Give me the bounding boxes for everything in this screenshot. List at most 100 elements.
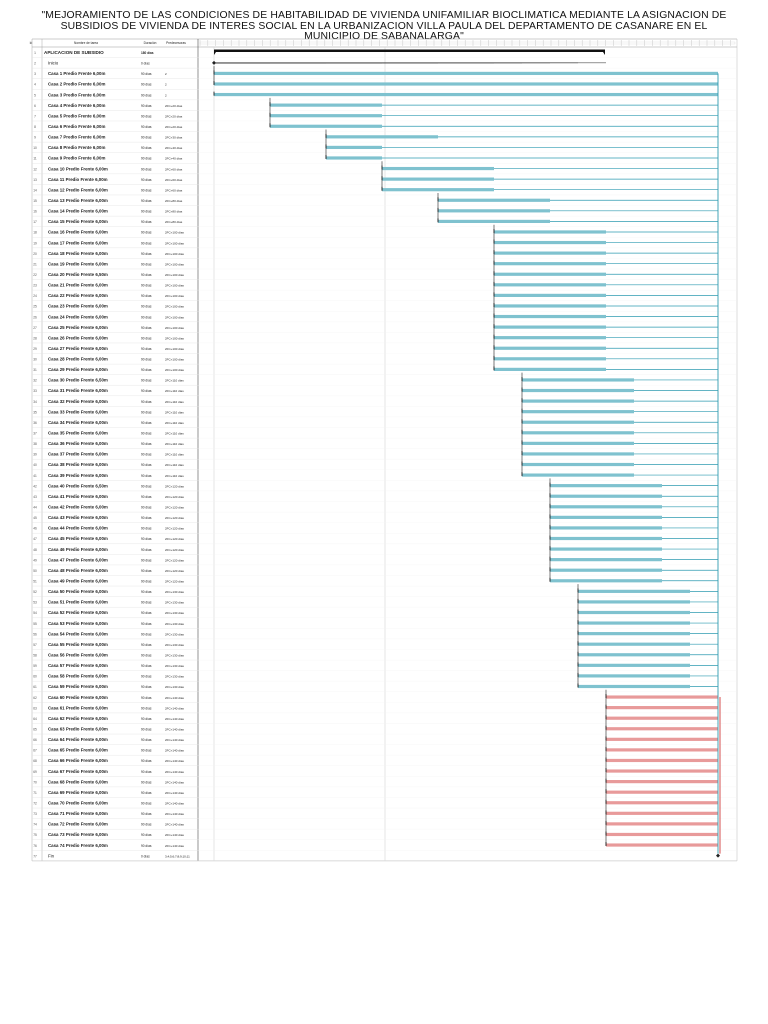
task-predecessors: 2FC+100 días	[165, 262, 184, 266]
task-bar	[214, 92, 718, 97]
task-duration: 90 días	[141, 347, 152, 351]
task-predecessors: 2FC+30 días	[165, 136, 183, 140]
task-name: Casa 48 Predio Frente 6,00m	[48, 568, 108, 573]
task-name: Casa 68 Predio Frente 6,00m	[48, 779, 108, 784]
row-id: 48	[33, 548, 37, 552]
task-predecessors: 2FC+130 días	[165, 685, 184, 689]
task-duration: 90 días	[141, 495, 152, 499]
task-bar	[522, 399, 634, 403]
task-duration: 90 días	[141, 801, 152, 805]
row-id: 65	[33, 727, 37, 731]
column-header-predecessors: Predecesoras	[166, 41, 186, 45]
task-duration: 90 días	[141, 611, 152, 615]
row-id: 39	[33, 453, 37, 457]
task-name: Casa 16 Predio Frente 6,00m	[48, 230, 108, 235]
task-bar	[270, 114, 382, 118]
task-name: Casa 64 Predio Frente 6,00m	[48, 737, 108, 742]
task-duration: 90 días	[141, 442, 152, 446]
task-duration: 90 días	[141, 104, 152, 108]
task-duration: 90 días	[141, 368, 152, 372]
task-bar	[494, 367, 606, 371]
task-name: Casa 20 Predio Frente 6,50m	[48, 272, 108, 277]
task-predecessors: 2FC+110 días	[165, 421, 184, 425]
task-duration: 90 días	[141, 664, 152, 668]
task-bar	[606, 801, 718, 805]
task-bar	[494, 262, 606, 266]
task-duration: 90 días	[141, 506, 152, 510]
row-id: 62	[33, 696, 37, 700]
task-name: Casa 11 Predio Frente 6,00m	[48, 177, 108, 182]
task-bar	[522, 420, 634, 424]
task-bar	[606, 790, 718, 794]
task-duration: 90 días	[141, 199, 152, 203]
task-bar	[550, 558, 662, 562]
task-duration: 90 días	[141, 823, 152, 827]
task-duration: 90 días	[141, 157, 152, 161]
task-bar	[522, 410, 634, 414]
task-bar	[550, 526, 662, 530]
task-name: Casa 71 Predio Frente 6,00m	[48, 811, 108, 816]
task-name: Casa 24 Predio Frente 6,00m	[48, 314, 108, 319]
task-name: Casa 49 Predio Frente 6,00m	[48, 579, 108, 584]
task-bar	[550, 505, 662, 509]
task-bar	[494, 346, 606, 350]
task-predecessors: 2FC+80 días	[165, 220, 183, 224]
task-predecessors: 2FC+20 días	[165, 104, 183, 108]
row-id: 4	[34, 83, 36, 87]
task-bar	[578, 621, 690, 625]
row-id: 3	[34, 72, 36, 76]
task-predecessors: 2FC+140 días	[165, 833, 184, 837]
task-name: Casa 31 Predio Frente 6,00m	[48, 388, 108, 393]
task-duration: 90 días	[141, 569, 152, 573]
task-duration: 90 días	[141, 284, 152, 288]
task-duration: 90 días	[141, 548, 152, 552]
task-predecessors: 2FC+120 días	[165, 569, 184, 573]
task-bar	[606, 758, 718, 763]
task-predecessors: 2FC+120 días	[165, 558, 184, 562]
task-duration: 90 días	[141, 178, 152, 182]
task-predecessors: 2FC+110 días	[165, 379, 184, 383]
task-duration: 90 días	[141, 812, 152, 816]
task-name: Casa 25 Predio Frente 6,00m	[48, 325, 108, 330]
task-name: Casa 18 Predio Frente 6,00m	[48, 251, 108, 256]
task-duration: 90 días	[141, 632, 152, 636]
row-id: 8	[34, 125, 36, 129]
task-predecessors: 2FC+140 días	[165, 844, 184, 848]
task-name: Casa 15 Predio Frente 6,00m	[48, 219, 108, 224]
row-id: 13	[33, 178, 37, 182]
task-bar	[606, 706, 718, 710]
row-id: 71	[33, 791, 37, 795]
row-id: 16	[33, 210, 37, 214]
row-id: 38	[33, 442, 37, 446]
task-predecessors: 2FC+130 días	[165, 590, 184, 594]
row-id: 23	[33, 284, 37, 288]
row-id: 47	[33, 537, 37, 541]
task-duration: 90 días	[141, 136, 152, 140]
task-predecessors: 2FC+140 días	[165, 823, 184, 827]
task-predecessors: 2FC+140 días	[165, 791, 184, 795]
task-bar	[606, 822, 718, 826]
title-line-3: MUNICIPIO DE SABANALARGA"	[304, 31, 464, 42]
task-name: Casa 40 Predio Frente 6,50m	[48, 483, 108, 488]
task-predecessors: 2FC+130 días	[165, 611, 184, 615]
task-predecessors: 2FC+40 días	[165, 157, 183, 161]
task-duration: 90 días	[141, 231, 152, 235]
task-bar	[494, 283, 606, 287]
task-duration: 90 días	[141, 780, 152, 784]
task-duration: 90 días	[141, 770, 152, 774]
row-id: 30	[33, 358, 37, 362]
row-id: 67	[33, 749, 37, 753]
task-bar	[214, 82, 718, 86]
task-name: Casa 27 Predio Frente 6,00m	[48, 346, 108, 351]
task-name: Casa 51 Predio Frente 6,00m	[48, 600, 108, 605]
task-duration: 90 días	[141, 146, 152, 150]
task-duration: 0 días	[141, 62, 150, 66]
task-name: Casa 13 Predio Frente 6,00m	[48, 198, 108, 203]
task-bar	[550, 536, 662, 541]
task-name: Casa 12 Predio Frente 6,00m	[48, 187, 108, 192]
row-id: 7	[34, 114, 36, 118]
task-name: Casa 41 Predio Frente 6,00m	[48, 494, 108, 499]
row-id: 73	[33, 812, 37, 816]
task-bar	[494, 325, 606, 329]
task-bar	[606, 695, 718, 699]
